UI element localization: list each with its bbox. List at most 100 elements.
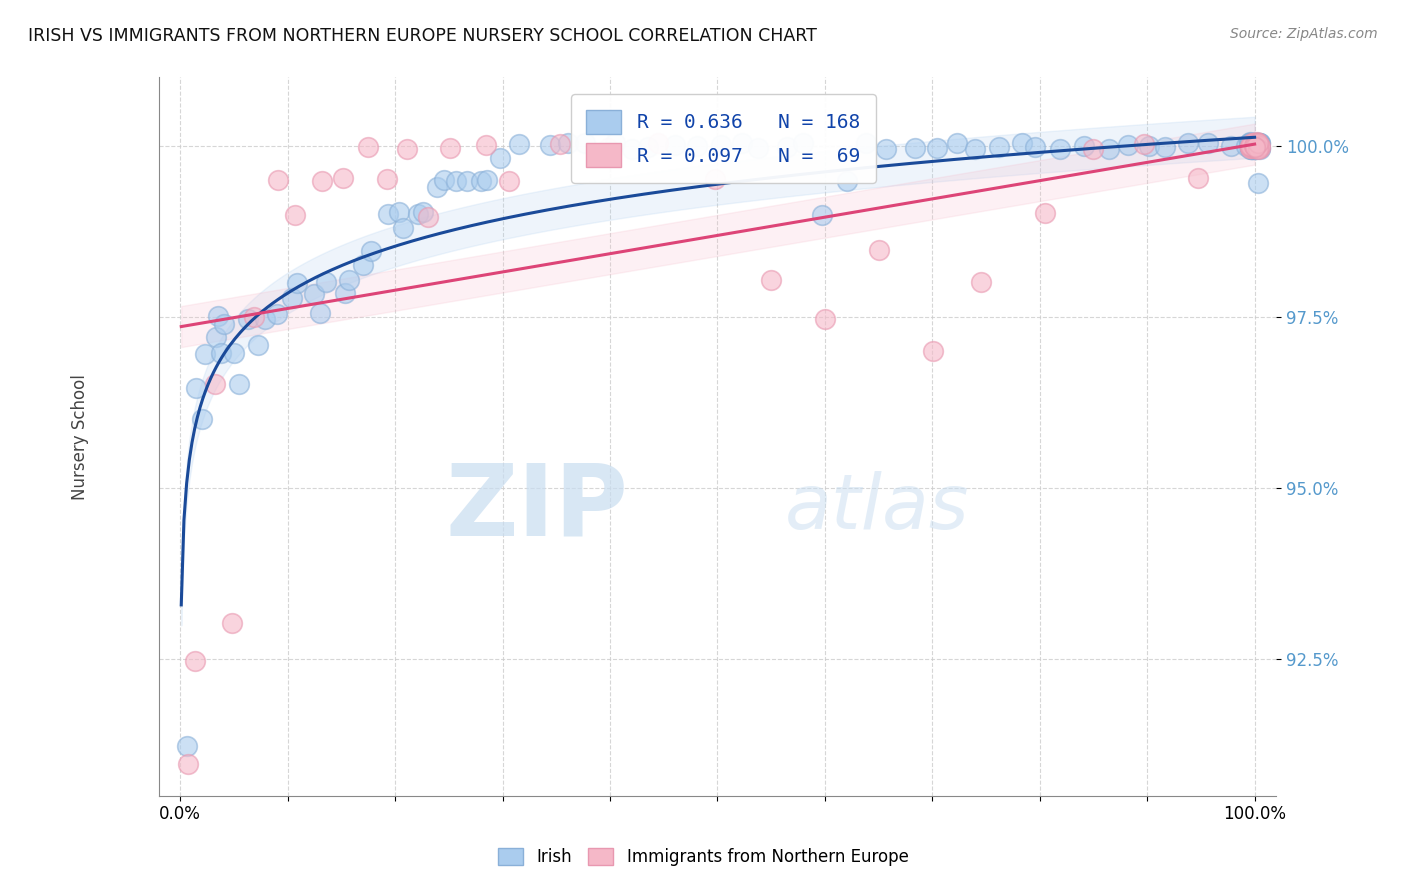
Point: [222, 346, 245, 360]
Point: [1247, 138, 1270, 153]
Point: [375, 172, 398, 186]
Point: [1246, 137, 1268, 152]
Point: [1247, 136, 1270, 151]
Point: [1049, 142, 1071, 156]
Point: [1239, 136, 1261, 150]
Point: [1220, 139, 1243, 153]
Point: [1239, 137, 1261, 152]
Point: [637, 139, 659, 153]
Point: [1247, 176, 1270, 190]
Point: [247, 337, 270, 351]
Point: [1247, 141, 1270, 155]
Point: [1244, 139, 1267, 153]
Point: [1247, 136, 1270, 150]
Point: [703, 172, 725, 186]
Point: [1249, 141, 1271, 155]
Point: [1243, 137, 1265, 152]
Point: [1239, 140, 1261, 154]
Point: [792, 136, 814, 150]
Point: [1246, 136, 1268, 151]
Point: [1247, 137, 1270, 152]
Point: [333, 285, 356, 300]
Point: [337, 273, 360, 287]
Point: [1197, 136, 1219, 150]
Point: [1243, 136, 1265, 151]
Point: [1244, 141, 1267, 155]
Point: [396, 142, 419, 156]
Point: [1246, 141, 1268, 155]
Point: [1243, 140, 1265, 154]
Point: [1247, 136, 1270, 151]
Point: [1033, 206, 1056, 220]
Point: [426, 179, 449, 194]
Point: [970, 275, 993, 289]
Point: [332, 170, 354, 185]
Point: [191, 412, 214, 426]
Point: [1246, 141, 1268, 155]
Point: [444, 174, 467, 188]
Point: [1244, 137, 1267, 152]
Point: [1239, 140, 1261, 154]
Point: [647, 136, 669, 150]
Point: [1116, 138, 1139, 153]
Point: [207, 309, 229, 323]
Point: [1240, 140, 1263, 154]
Point: [1241, 136, 1264, 151]
Legend: Irish, Immigrants from Northern Europe: Irish, Immigrants from Northern Europe: [489, 840, 917, 875]
Point: [184, 654, 207, 668]
Point: [477, 172, 499, 186]
Point: [1244, 140, 1267, 154]
Point: [243, 310, 266, 325]
Point: [418, 210, 440, 224]
Point: [1239, 136, 1261, 150]
Point: [1240, 142, 1263, 156]
Point: [236, 312, 259, 326]
Point: [1240, 136, 1263, 151]
Point: [1240, 136, 1263, 150]
Point: [1243, 136, 1265, 151]
Point: [557, 136, 579, 150]
Point: [988, 139, 1011, 153]
Point: [456, 174, 478, 188]
Point: [963, 142, 986, 156]
Point: [360, 244, 382, 258]
Point: [1244, 141, 1267, 155]
Point: [1247, 141, 1270, 155]
Point: [1247, 140, 1270, 154]
Point: [574, 136, 596, 151]
Point: [1246, 136, 1268, 151]
Point: [1246, 136, 1268, 151]
Point: [1244, 139, 1267, 153]
Point: [1249, 139, 1271, 153]
Point: [596, 141, 619, 155]
Point: [1246, 140, 1268, 154]
Point: [710, 137, 733, 152]
Point: [1241, 137, 1264, 152]
Point: [1243, 142, 1265, 156]
Text: ZIP: ZIP: [446, 460, 628, 557]
Point: [488, 151, 510, 165]
Point: [1098, 142, 1121, 156]
Point: [1243, 139, 1265, 153]
Point: [315, 275, 337, 289]
Point: [1244, 136, 1267, 151]
Point: [176, 756, 198, 771]
Point: [814, 312, 837, 326]
Point: [1244, 139, 1267, 153]
Point: [1239, 136, 1261, 150]
Point: [221, 615, 243, 630]
Point: [266, 307, 288, 321]
Point: [1246, 140, 1268, 154]
Point: [1249, 136, 1271, 150]
Point: [1024, 139, 1046, 153]
Point: [1246, 138, 1268, 153]
Point: [1240, 140, 1263, 154]
Point: [352, 258, 374, 272]
Point: [1246, 139, 1268, 153]
Point: [186, 381, 208, 395]
Point: [1247, 136, 1270, 150]
Point: [1244, 136, 1267, 151]
Point: [285, 277, 308, 291]
Point: [1249, 140, 1271, 154]
Point: [1247, 139, 1270, 153]
